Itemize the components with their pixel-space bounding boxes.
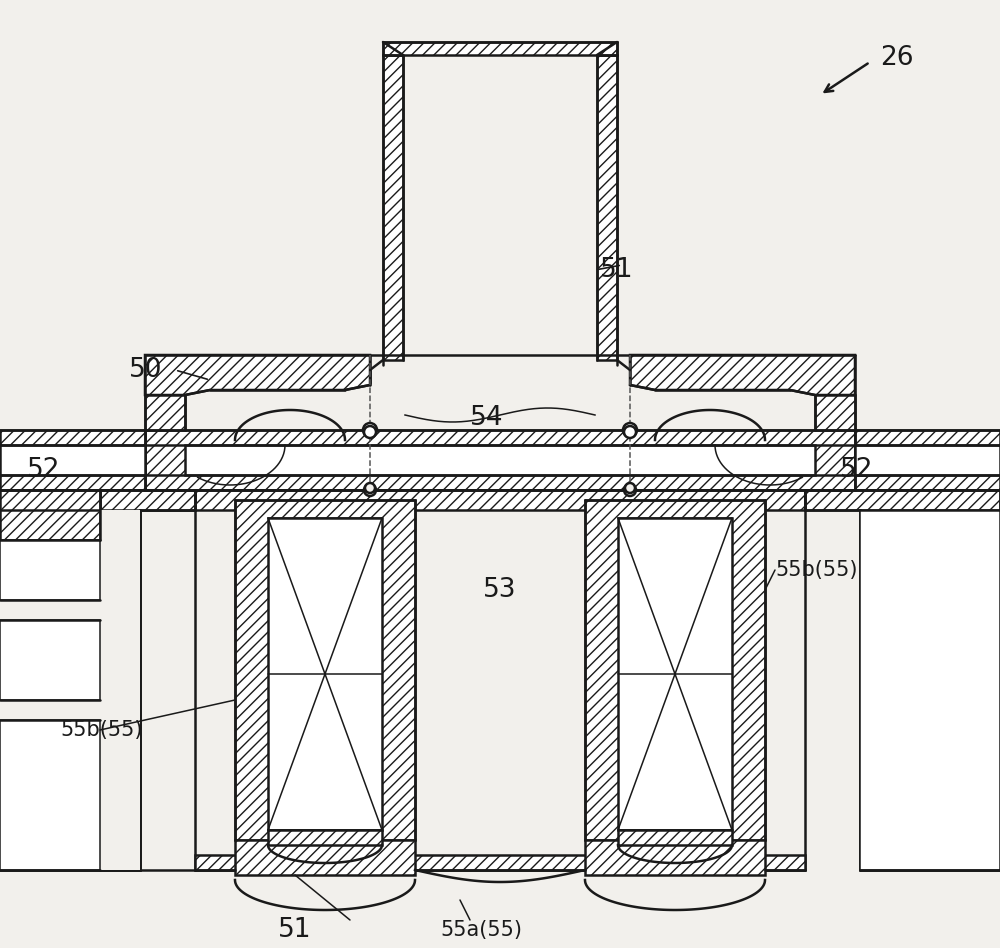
Bar bbox=[0, 620, 100, 700]
Text: 26: 26 bbox=[880, 45, 914, 71]
Text: 50: 50 bbox=[128, 357, 162, 383]
Circle shape bbox=[363, 423, 377, 437]
Polygon shape bbox=[585, 500, 765, 840]
Polygon shape bbox=[0, 430, 145, 490]
Text: 55b(55): 55b(55) bbox=[60, 720, 143, 740]
Polygon shape bbox=[383, 42, 617, 55]
Polygon shape bbox=[0, 490, 100, 540]
Text: 51: 51 bbox=[278, 917, 312, 943]
Text: 52: 52 bbox=[840, 457, 874, 483]
Polygon shape bbox=[145, 355, 370, 395]
Polygon shape bbox=[0, 445, 145, 475]
Text: 52: 52 bbox=[26, 457, 60, 483]
Bar bbox=[0, 720, 100, 870]
Circle shape bbox=[624, 426, 636, 438]
Circle shape bbox=[364, 484, 376, 496]
Polygon shape bbox=[0, 490, 195, 870]
Bar bbox=[0, 540, 100, 600]
Polygon shape bbox=[145, 395, 185, 430]
Polygon shape bbox=[805, 490, 1000, 870]
Polygon shape bbox=[145, 430, 855, 490]
Polygon shape bbox=[860, 510, 1000, 870]
Circle shape bbox=[365, 483, 375, 493]
Text: 53: 53 bbox=[483, 577, 517, 603]
Polygon shape bbox=[383, 55, 403, 360]
Circle shape bbox=[364, 426, 376, 438]
Circle shape bbox=[623, 423, 637, 437]
Polygon shape bbox=[235, 500, 415, 840]
Polygon shape bbox=[815, 395, 855, 430]
Polygon shape bbox=[268, 830, 382, 845]
Polygon shape bbox=[585, 840, 765, 875]
Polygon shape bbox=[855, 445, 1000, 475]
Polygon shape bbox=[855, 430, 1000, 490]
Polygon shape bbox=[618, 830, 732, 845]
Polygon shape bbox=[268, 518, 382, 830]
Text: 55a(55): 55a(55) bbox=[440, 920, 522, 940]
Polygon shape bbox=[597, 55, 617, 360]
Text: 51: 51 bbox=[600, 257, 634, 283]
Text: 55b(55): 55b(55) bbox=[775, 560, 858, 580]
Polygon shape bbox=[630, 355, 855, 395]
Polygon shape bbox=[235, 840, 415, 875]
Polygon shape bbox=[195, 490, 805, 510]
Polygon shape bbox=[100, 490, 195, 870]
Polygon shape bbox=[195, 855, 805, 870]
Polygon shape bbox=[0, 510, 140, 870]
Polygon shape bbox=[185, 445, 815, 475]
Circle shape bbox=[624, 484, 636, 496]
Polygon shape bbox=[618, 518, 732, 830]
Text: 54: 54 bbox=[470, 405, 504, 431]
Circle shape bbox=[625, 483, 635, 493]
